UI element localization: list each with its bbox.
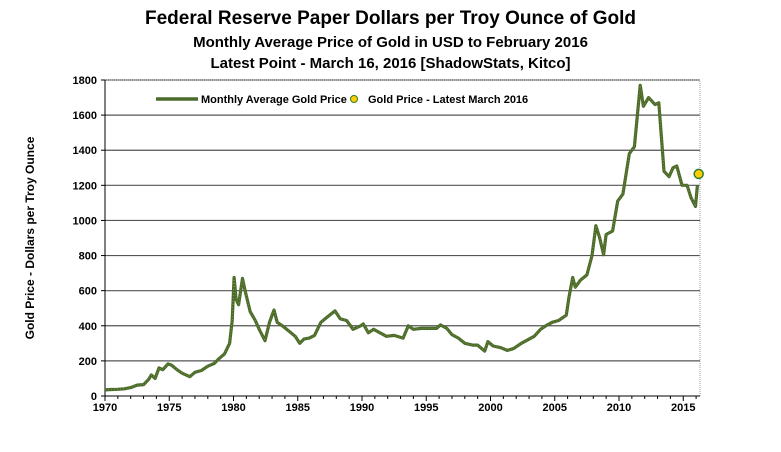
y-tick-label: 800 xyxy=(79,251,97,263)
legend-label-monthly: Monthly Average Gold Price xyxy=(201,94,347,106)
plot-border xyxy=(104,79,701,397)
y-tick-label: 1400 xyxy=(73,145,97,157)
y-tick-label: 1200 xyxy=(73,180,97,192)
y-tick-label: 1800 xyxy=(73,75,97,87)
y-axis-label: Gold Price - Dollars per Troy Ounce xyxy=(23,136,37,339)
x-tick-label: 2005 xyxy=(543,402,567,414)
x-tick-label: 1990 xyxy=(350,402,374,414)
x-tick-label: 1985 xyxy=(286,402,310,414)
chart-title: Federal Reserve Paper Dollars per Troy O… xyxy=(144,8,636,29)
latest-price-point xyxy=(693,168,704,180)
y-tick-label: 1000 xyxy=(73,215,97,227)
legend-point-swatch xyxy=(350,95,358,103)
x-tick-label: 1980 xyxy=(221,402,245,414)
series-line-monthly-average xyxy=(104,83,699,392)
y-tick-label: 600 xyxy=(79,286,97,298)
y-tick-label: 400 xyxy=(79,321,97,333)
x-tick-label: 1975 xyxy=(157,402,181,414)
x-tick-label: 1995 xyxy=(414,402,438,414)
y-tick-label: 0 xyxy=(91,391,97,403)
x-tick-label: 2000 xyxy=(478,402,502,414)
y-tick-label: 1600 xyxy=(73,110,97,122)
x-tick-label: 2010 xyxy=(607,402,631,414)
chart-subtitle-2: Latest Point - March 16, 2016 [ShadowSta… xyxy=(210,55,571,72)
series-line-highlight xyxy=(104,85,698,391)
legend-label-latest: Gold Price - Latest March 2016 xyxy=(368,94,528,106)
x-tick-label: 2015 xyxy=(671,402,695,414)
x-tick-label: 1970 xyxy=(93,402,117,414)
y-tick-label: 200 xyxy=(79,356,97,368)
chart-subtitle-1: Monthly Average Price of Gold in USD to … xyxy=(193,34,588,51)
